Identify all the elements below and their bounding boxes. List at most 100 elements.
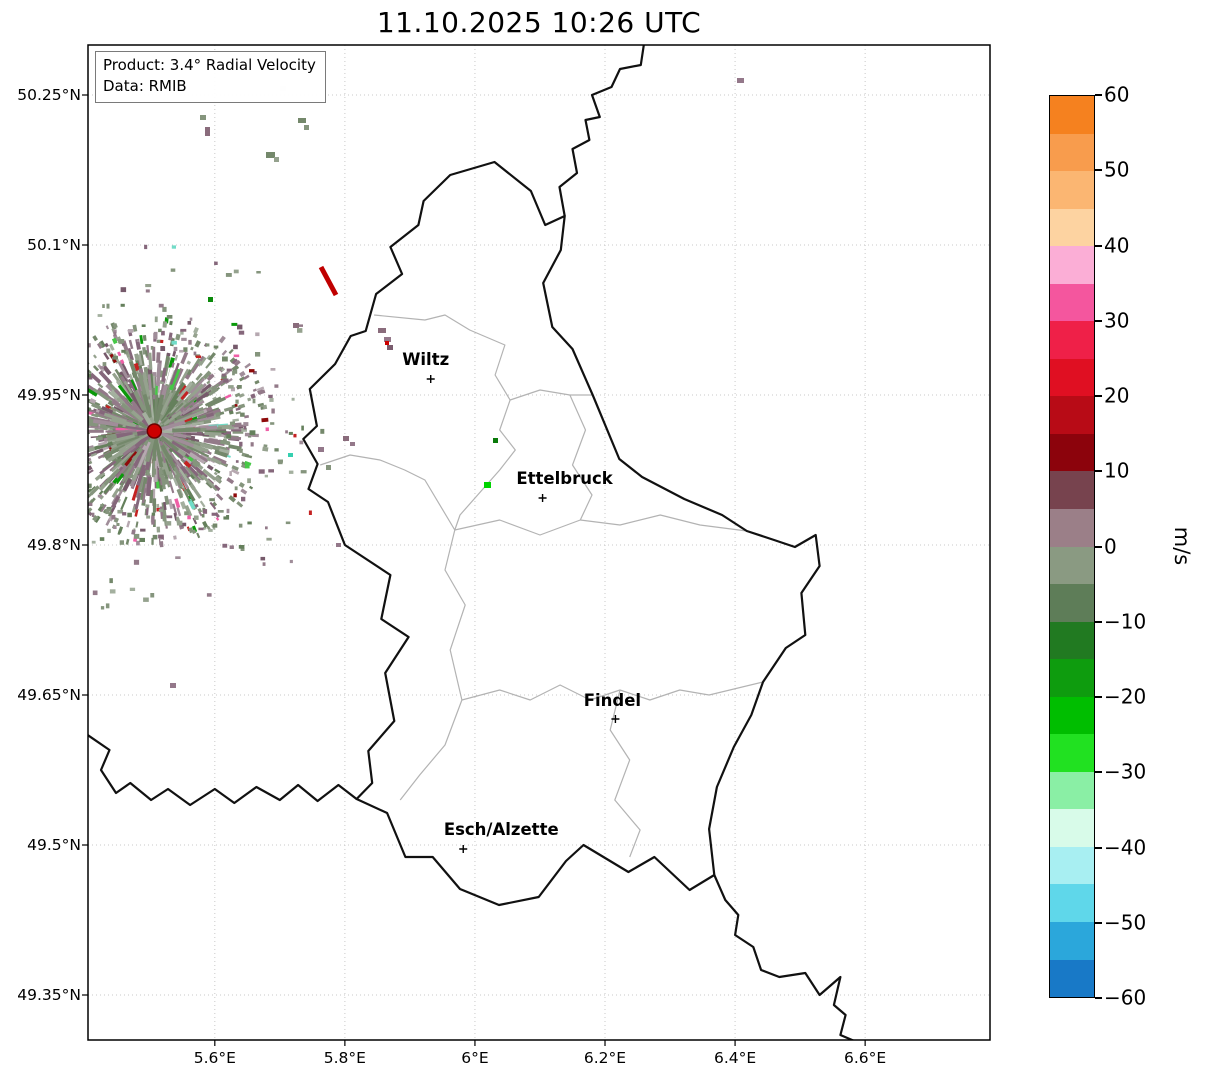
radar-echo-speck <box>385 341 389 345</box>
colorbar-tick-label: 10 <box>1104 458 1130 483</box>
y-tick-label: 49.8°N <box>27 536 81 554</box>
colorbar-tick-label: −20 <box>1104 684 1147 709</box>
colorbar-tick-label: −60 <box>1104 985 1147 1010</box>
colorbar-tick-mark <box>1095 470 1102 473</box>
y-tick-label: 49.95°N <box>17 386 81 404</box>
radar-echo-speck <box>484 482 491 488</box>
radar-echo-speck <box>208 297 213 302</box>
colorbar-segment <box>1050 283 1094 322</box>
legend-source-line: Data: RMIB <box>103 77 187 95</box>
radar-echo-speck <box>326 465 331 470</box>
radar-echo-speck <box>266 152 275 158</box>
radar-echo-speck <box>293 323 299 328</box>
city-label: Esch/Alzette <box>444 820 559 839</box>
city-marker <box>426 375 435 383</box>
city-marker <box>538 494 547 502</box>
colorbar-segment <box>1050 846 1094 885</box>
colorbar <box>1049 95 1095 998</box>
colorbar-segment <box>1050 358 1094 397</box>
radar-echo-speck <box>387 345 393 350</box>
colorbar-tick-label: −30 <box>1104 759 1147 784</box>
x-tick-label: 5.8°E <box>323 1049 366 1067</box>
colorbar-tick-label: 60 <box>1104 82 1130 107</box>
colorbar-segment <box>1050 659 1094 697</box>
radar-echo-speck <box>336 543 341 547</box>
colorbar-tick-mark <box>1095 696 1102 698</box>
colorbar-segment <box>1050 771 1094 810</box>
radar-echo-speck <box>200 115 206 120</box>
colorbar-segment <box>1050 734 1094 772</box>
y-tick-label: 49.65°N <box>17 686 81 704</box>
colorbar-tick-mark <box>1095 94 1102 96</box>
radar-echo-speck <box>274 157 279 162</box>
colorbar-segment <box>1050 96 1094 134</box>
colorbar-tick-mark <box>1095 319 1102 322</box>
colorbar-segment <box>1050 133 1094 172</box>
colorbar-segment <box>1050 246 1094 284</box>
radar-echo-speck <box>318 447 324 452</box>
colorbar-tick-label: −50 <box>1104 910 1147 935</box>
y-tick-label: 50.25°N <box>17 86 81 104</box>
neighbor-country-border <box>88 733 358 807</box>
radar-echo-streak <box>318 265 339 297</box>
radar-echo-speck <box>170 683 176 688</box>
colorbar-segment <box>1050 396 1094 434</box>
colorbar-tick-label: 50 <box>1104 157 1130 182</box>
colorbar-segment <box>1050 433 1094 472</box>
district-border <box>399 529 466 801</box>
colorbar-segment <box>1050 546 1094 585</box>
city-label: Ettelbruck <box>516 469 613 488</box>
colorbar-segment <box>1050 321 1094 359</box>
radar-site-marker <box>146 423 163 439</box>
colorbar-tick-mark <box>1095 244 1102 247</box>
district-border <box>374 314 516 531</box>
neighbor-country-border <box>713 874 855 1040</box>
x-tick-label: 6°E <box>461 1049 489 1067</box>
colorbar-segment <box>1050 696 1094 735</box>
gridlines <box>88 45 990 1040</box>
plot-title: 11.10.2025 10:26 UTC <box>376 6 702 39</box>
x-tick-label: 6.6°E <box>844 1049 887 1067</box>
colorbar-segment <box>1050 208 1094 247</box>
colorbar-tick-mark <box>1095 921 1102 924</box>
x-tick-label: 6.2°E <box>583 1049 627 1067</box>
radar-echoes <box>88 244 325 610</box>
x-tick-label: 5.6°E <box>193 1049 236 1067</box>
colorbar-segment <box>1050 509 1094 547</box>
colorbar-tick-label: 0 <box>1104 534 1117 559</box>
legend-box: Product: 3.4° Radial Velocity Data: RMIB <box>95 51 326 103</box>
colorbar-segment <box>1050 884 1094 923</box>
neighbor-country-border <box>558 45 645 217</box>
colorbar-segment <box>1050 621 1094 660</box>
city-marker <box>611 715 620 723</box>
radar-echo-speck <box>343 436 349 441</box>
district-border <box>569 394 593 521</box>
y-tick-label: 49.5°N <box>27 836 81 854</box>
colorbar-tick-mark <box>1095 395 1102 397</box>
radar-echo-speck <box>350 442 355 446</box>
city-label: Findel <box>584 691 641 710</box>
radar-echo-speck <box>288 453 293 457</box>
map-layer: Wiltz Ettelbruck Findel Esch/Alzette <box>88 45 855 1040</box>
colorbar-segment <box>1050 959 1094 998</box>
colorbar-tick-label: 30 <box>1104 308 1130 333</box>
district-border <box>320 454 456 531</box>
colorbar-tick-mark <box>1095 169 1102 172</box>
radar-echo-speck <box>737 78 744 83</box>
radar-echo-speck <box>384 337 391 342</box>
colorbar-tick-label: 40 <box>1104 233 1130 258</box>
y-tick-label: 49.35°N <box>17 986 81 1004</box>
radar-echo-speck <box>378 328 386 333</box>
colorbar-tick-label: −10 <box>1104 609 1147 634</box>
colorbar-tick-mark <box>1095 545 1102 548</box>
colorbar-tick-mark <box>1095 846 1102 849</box>
colorbar-unit-label: m/s <box>1170 526 1194 566</box>
district-border <box>609 689 641 858</box>
district-border <box>509 389 593 401</box>
colorbar-segment <box>1050 584 1094 622</box>
colorbar-tick-mark <box>1095 997 1102 999</box>
radar-echo-speck <box>205 127 210 136</box>
radar-echo-speck <box>298 118 306 123</box>
